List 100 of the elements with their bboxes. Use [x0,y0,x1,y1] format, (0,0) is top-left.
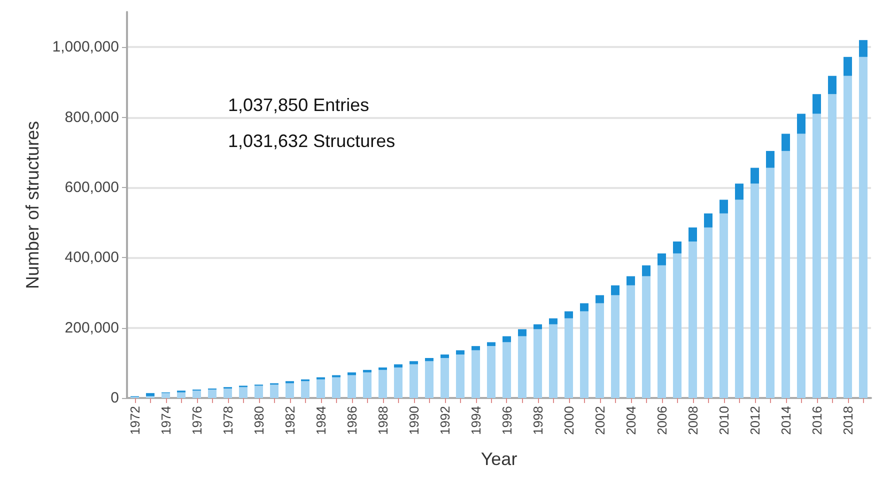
bar [828,94,837,398]
bar [471,350,480,398]
x-tick-label: 2006 [654,406,670,435]
bar [843,76,852,398]
x-axis-title: Year [480,449,518,469]
bar [657,253,666,266]
bar [394,364,403,368]
bar [564,318,574,398]
bar [595,303,604,398]
x-tick-label: 1994 [468,406,484,435]
bar [409,364,418,398]
bar [471,346,480,350]
x-tick-label: 1974 [158,406,174,435]
bar [858,56,868,398]
bar [300,381,310,398]
bar [858,40,868,57]
bar [332,377,341,398]
bar [456,350,465,354]
bar [518,329,527,336]
bar [734,184,744,200]
x-tick-label: 2004 [623,406,638,435]
bar [688,241,698,398]
bar [238,387,248,398]
bar [254,386,264,398]
bar [548,318,558,324]
bar [580,311,589,398]
bar [688,227,698,242]
bar [766,168,775,398]
bar [564,311,574,318]
x-tick-label: 1998 [530,406,546,435]
bar [750,168,760,184]
bar [766,150,775,168]
bar [486,346,496,398]
bar [146,393,155,396]
bar [657,265,666,398]
y-tick-label: 200,000 [64,319,119,336]
x-tick-label: 1982 [282,406,298,435]
bar [176,392,186,398]
bar [533,329,542,398]
bar [812,94,822,114]
x-tick-label: 1996 [499,406,514,435]
x-tick-label: 2012 [747,406,762,435]
bar [796,114,806,134]
bar [626,276,636,286]
bar [486,342,496,346]
bar [750,184,760,398]
x-tick-label: 1986 [344,406,360,435]
x-tick-label: 1978 [220,406,236,435]
annotation: 1,037,850 Entries [228,95,370,115]
x-tick-label: 2014 [778,406,794,435]
y-tick-label: 600,000 [64,178,119,196]
x-tick-label: 2016 [809,406,824,435]
bar [610,285,620,296]
bar [270,384,279,398]
y-tick-label: 800,000 [64,108,119,126]
bar [704,213,713,228]
bar [610,295,620,398]
bar [642,276,651,398]
bar [533,324,542,330]
bar [704,227,713,398]
x-tick-label: 1992 [437,406,452,435]
bar [719,213,728,398]
bar [424,361,434,398]
bar [843,56,852,76]
bar [595,295,604,304]
bar [734,200,744,398]
bar [518,336,527,398]
y-axis-title: Number of structures [22,120,42,290]
y-tick-label: 400,000 [64,249,119,266]
bar [409,361,418,364]
y-tick-label: 1,000,000 [52,38,119,56]
x-tick-label: 1972 [127,406,142,435]
bar [781,150,790,398]
bar [316,379,326,398]
x-tick-label: 1984 [313,406,328,435]
bar [828,76,837,94]
bar [502,342,512,398]
bar [812,114,822,398]
bar [347,375,356,398]
bar [719,200,728,214]
bar [642,265,651,276]
x-tick-label: 1976 [189,406,204,435]
bar [440,354,450,358]
bar [781,134,790,151]
x-tick-label: 1988 [375,406,390,435]
bar [208,390,217,398]
y-tick-label: 0 [110,390,119,406]
bar [440,358,450,398]
bar [626,285,636,398]
bar [285,383,294,398]
x-tick-label: 2002 [592,406,608,435]
bar [378,367,388,370]
bar [161,393,170,398]
annotation: 1,031,632 Structures [228,131,396,151]
bar [192,390,202,398]
bar [502,336,512,342]
x-tick-label: 2018 [840,406,856,435]
bar [378,370,388,398]
x-tick-label: 2010 [716,406,732,435]
x-tick-label: 2008 [685,406,700,435]
